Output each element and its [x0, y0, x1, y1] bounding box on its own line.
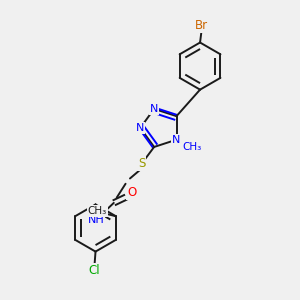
Text: Cl: Cl — [88, 264, 100, 277]
Text: S: S — [138, 157, 146, 170]
Text: CH₃: CH₃ — [183, 142, 202, 152]
Text: NH: NH — [87, 215, 104, 225]
Text: N: N — [150, 104, 158, 114]
Text: O: O — [128, 186, 137, 199]
Text: N: N — [136, 123, 145, 133]
Text: N: N — [172, 135, 181, 145]
Text: Br: Br — [195, 19, 208, 32]
Text: CH₃: CH₃ — [88, 206, 107, 216]
